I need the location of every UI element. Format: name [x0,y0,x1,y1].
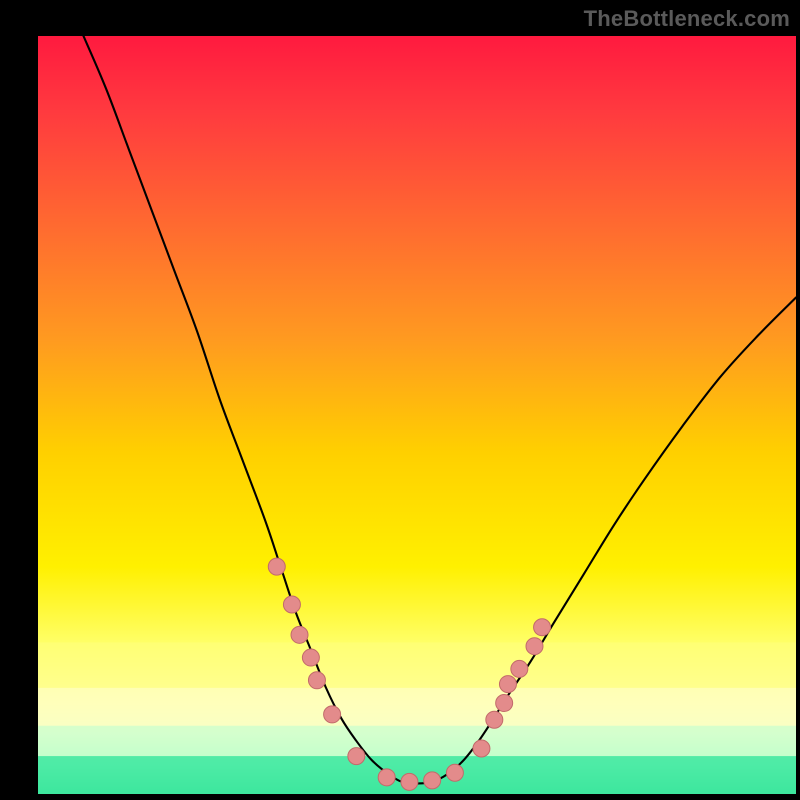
data-marker [499,676,516,693]
watermark-text: TheBottleneck.com [584,6,790,32]
data-marker [401,773,418,790]
data-marker [283,596,300,613]
data-marker [486,711,503,728]
data-marker [496,695,513,712]
data-marker [324,706,341,723]
gradient-band [38,726,796,756]
data-marker [446,764,463,781]
data-marker [526,638,543,655]
data-marker [378,769,395,786]
data-marker [534,619,551,636]
data-marker [302,649,319,666]
data-marker [308,672,325,689]
data-marker [268,558,285,575]
gradient-band [38,688,796,726]
data-marker [473,740,490,757]
data-marker [348,748,365,765]
gradient-band [38,756,796,794]
data-marker [511,660,528,677]
gradient-band [38,642,796,687]
data-marker [424,772,441,789]
bottleneck-chart [38,36,796,794]
data-marker [291,626,308,643]
